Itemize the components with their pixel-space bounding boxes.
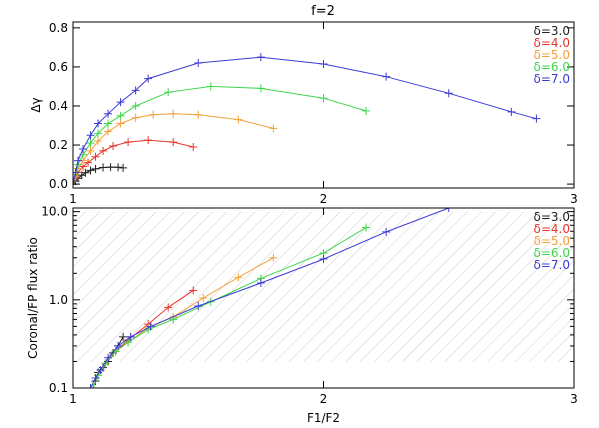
data-point bbox=[117, 112, 125, 120]
x-tick-label: 2 bbox=[320, 192, 328, 206]
data-point bbox=[99, 163, 107, 171]
data-point bbox=[144, 136, 152, 144]
data-point bbox=[269, 124, 277, 132]
data-point bbox=[124, 138, 132, 146]
y-tick-label: 0.1 bbox=[49, 381, 68, 395]
data-point bbox=[320, 60, 328, 68]
y-tick-label: 10.0 bbox=[41, 205, 68, 219]
data-point bbox=[164, 88, 172, 96]
data-point bbox=[117, 120, 125, 128]
x-tick-label: 3 bbox=[570, 192, 578, 206]
data-point bbox=[445, 89, 453, 97]
y-tick-label: 0.8 bbox=[49, 21, 68, 35]
data-point bbox=[149, 111, 157, 119]
series-line bbox=[73, 86, 366, 184]
legend-entry: δ=7.0 bbox=[534, 72, 570, 86]
data-point bbox=[114, 163, 122, 171]
data-point bbox=[189, 143, 197, 151]
x-tick-label: 2 bbox=[320, 392, 328, 406]
data-point bbox=[234, 116, 242, 124]
x-tick-label: 1 bbox=[69, 392, 77, 406]
x-axis-label: F1/F2 bbox=[307, 411, 340, 425]
data-point bbox=[194, 111, 202, 119]
data-point bbox=[194, 59, 202, 67]
series-line bbox=[73, 57, 536, 184]
series-0-4 bbox=[69, 53, 540, 188]
axes-frame bbox=[73, 22, 574, 188]
data-point bbox=[495, 199, 503, 207]
y-tick-label: 0.2 bbox=[49, 138, 68, 152]
y-axis-label: Δγ bbox=[29, 97, 43, 112]
data-point bbox=[169, 138, 177, 146]
series-0-3 bbox=[69, 82, 370, 188]
y-tick-label: 0.0 bbox=[49, 177, 68, 191]
y-tick-label: 0.6 bbox=[49, 60, 68, 74]
legend-entry: δ=7.0 bbox=[534, 258, 570, 272]
data-point bbox=[92, 165, 100, 173]
data-point bbox=[320, 94, 328, 102]
data-point bbox=[507, 108, 515, 116]
y-tick-label: 0.4 bbox=[49, 99, 68, 113]
data-point bbox=[132, 102, 140, 110]
data-point bbox=[119, 164, 127, 172]
figure-title: f=2 bbox=[311, 4, 335, 19]
x-tick-label: 3 bbox=[570, 392, 578, 406]
y-axis-label: Coronal/FP flux ratio bbox=[26, 237, 40, 359]
y-tick-label: 1.0 bbox=[49, 293, 68, 307]
data-point bbox=[382, 73, 390, 81]
data-point bbox=[532, 115, 540, 123]
data-point bbox=[132, 114, 140, 122]
data-point bbox=[207, 82, 215, 90]
series-0-1 bbox=[69, 136, 197, 188]
data-point bbox=[107, 163, 115, 171]
data-point bbox=[87, 131, 95, 139]
data-point bbox=[79, 145, 87, 153]
data-point bbox=[109, 142, 117, 150]
shaded-region bbox=[73, 212, 574, 362]
data-point bbox=[169, 110, 177, 118]
data-point bbox=[257, 53, 265, 61]
data-point bbox=[257, 84, 265, 92]
x-tick-label: 1 bbox=[69, 192, 77, 206]
data-point bbox=[362, 107, 370, 115]
